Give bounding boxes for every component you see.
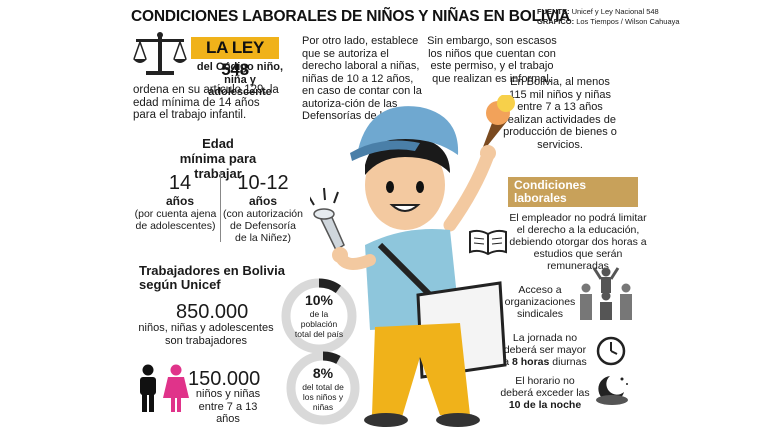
edad-right-unit: años <box>248 194 277 208</box>
clock-icon <box>596 336 626 366</box>
union-people-icon <box>580 267 632 320</box>
page-title: CONDICIONES LABORALES DE NIÑOS Y NIÑAS E… <box>131 8 571 25</box>
edad-left-number: 14 <box>168 172 192 194</box>
stat1-pct-text: de la población total del país <box>294 309 344 339</box>
grafico-label: GRÁFICO: <box>537 16 575 26</box>
ley-548-title: LA LEY 548 <box>191 37 279 79</box>
jornada-8-horas: 8 horas <box>512 356 550 368</box>
pct10-ring <box>281 278 357 354</box>
horario-text-a: El horario no deberá exceder las <box>500 375 590 399</box>
open-book-icon <box>469 229 507 256</box>
boy-girl-icon <box>140 364 189 412</box>
child-worker-illustration <box>310 95 515 427</box>
stat2-number: 150.000 <box>188 368 261 390</box>
edad-left-note: (por cuenta ajena de adolescentes) <box>134 208 217 232</box>
paragraph-autorizacion: Por otro lado, establece que se autoriza… <box>302 35 423 122</box>
stat2-text: niños y niñas entre 7 a 13 años <box>195 388 261 425</box>
ley-text: ordena en su artículo 129, la edad mínim… <box>133 84 279 121</box>
jornada-text-a: La jornada no deberá ser mayor a <box>503 332 587 368</box>
edad-left-unit: años <box>165 194 194 208</box>
jornada-text-c: diurnas <box>552 356 587 368</box>
source-credits: FUENTE: Unicef y Ley Nacional 548 GRÁFIC… <box>537 7 680 26</box>
condicion-horario: El horario no deberá exceder las 10 de l… <box>500 375 590 411</box>
edad-minima-heading: Edad mínima para trabajar <box>179 136 257 181</box>
condiciones-heading: Condiciones laborales <box>508 177 638 207</box>
edad-right-note: (con autorización de Defensoría de la Ni… <box>223 208 303 244</box>
stat1-pct: 10% <box>304 292 334 308</box>
scale-of-justice-icon <box>133 32 187 75</box>
divider <box>220 172 221 242</box>
pct8-ring <box>286 351 360 425</box>
condicion-jornada: La jornada no deberá ser mayor a 8 horas… <box>500 332 590 368</box>
grafico-text: Los Tiempos / Wilson Cahuaya <box>576 16 680 26</box>
stat1-number: 850.000 <box>176 301 249 323</box>
condicion-sindicatos: Acceso a organizaciones sindicales <box>504 284 576 320</box>
fuente-label: FUENTE: <box>537 7 570 16</box>
fuente-text: Unicef y Ley Nacional 548 <box>571 7 659 16</box>
edad-right-number: 10-12 <box>237 172 289 194</box>
condicion-educacion: El empleador no podrá limitar el derecho… <box>509 212 647 272</box>
horario-10-noche: 10 de la noche <box>508 399 582 411</box>
stat1-text: niños, niñas y adolescentes son trabajad… <box>138 322 274 347</box>
stat2-pct: 8% <box>312 365 334 381</box>
moon-night-icon <box>596 376 628 405</box>
paragraph-115mil: En Bolivia, al menos 115 mil niños y niñ… <box>503 76 617 151</box>
stat2-pct-text: del total de los niños y niñas <box>302 382 344 412</box>
trabajadores-heading: Trabajadores en Bolivia según Unicef <box>139 263 285 292</box>
paragraph-informal: Sin embargo, son escasos los niños que c… <box>427 35 557 85</box>
ley-subtitle: del Código niño, niña y adolescente <box>196 61 284 98</box>
